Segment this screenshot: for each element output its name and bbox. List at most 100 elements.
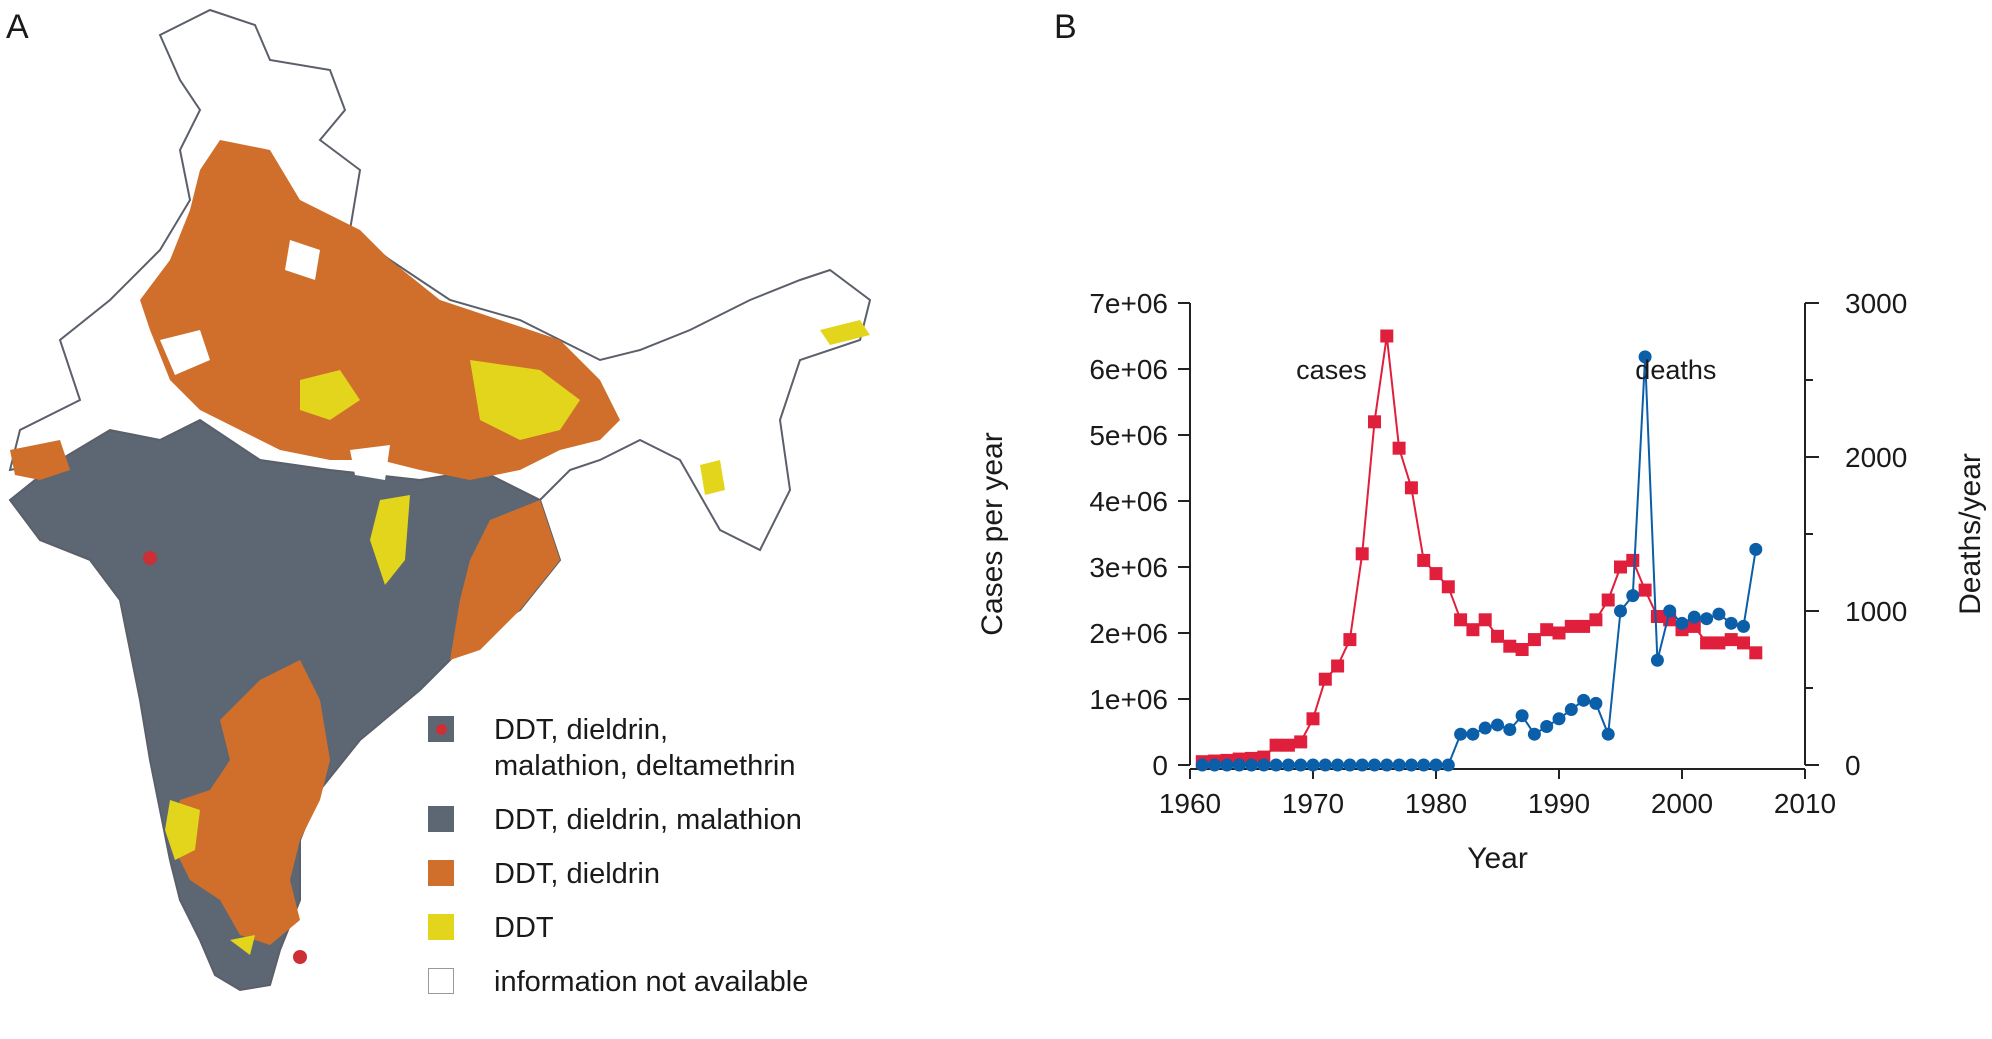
- deaths-point: [1441, 758, 1455, 772]
- y-tick-label-left: 6e+06: [1089, 354, 1168, 385]
- deaths-point: [1700, 612, 1714, 626]
- cases-point: [1429, 567, 1443, 581]
- deaths-point: [1257, 758, 1271, 772]
- legend-swatch: [428, 860, 454, 886]
- deaths-point: [1306, 758, 1320, 772]
- cases-point: [1306, 712, 1320, 726]
- cases-point: [1404, 481, 1418, 495]
- deaths-point: [1294, 758, 1308, 772]
- map-region-orange-west: [10, 440, 70, 480]
- map-marker-south: [293, 950, 307, 964]
- cases-point: [1712, 636, 1726, 650]
- cases-point: [1294, 735, 1308, 749]
- india-insecticide-map: DDT, dieldrin, malathion, deltamethrin D…: [0, 0, 900, 1034]
- legend-marker-dot: [436, 724, 447, 735]
- deaths-point: [1663, 604, 1677, 618]
- cases-point: [1564, 619, 1578, 633]
- legend-item: DDT: [428, 910, 808, 946]
- map-region-yellow-1: [470, 360, 580, 440]
- cases-point: [1540, 623, 1554, 637]
- map-region-yellow-5: [700, 460, 725, 495]
- legend-label: DDT: [494, 912, 554, 944]
- cases-point: [1269, 738, 1283, 752]
- legend-label: DDT, dieldrin, malathion, deltamethrin: [494, 714, 796, 782]
- cases-point: [1491, 629, 1504, 643]
- deaths-point: [1712, 607, 1726, 621]
- cases-point: [1650, 610, 1664, 623]
- cases-point: [1368, 415, 1381, 429]
- deaths-point: [1577, 693, 1591, 707]
- legend-item: information not available: [428, 964, 808, 1000]
- deaths-point: [1417, 758, 1431, 772]
- y-tick-label-left: 3e+06: [1089, 552, 1168, 583]
- deaths-point: [1540, 720, 1554, 733]
- legend-item: DDT, dieldrin: [428, 856, 808, 892]
- panel-a-label: A: [6, 8, 29, 46]
- cases-point: [1478, 613, 1492, 627]
- cases-point: [1724, 633, 1738, 647]
- cases-point: [1466, 623, 1480, 637]
- y-tick-label-left: 1e+06: [1089, 684, 1168, 715]
- x-tick-label: 1980: [1405, 788, 1467, 819]
- deaths-point: [1650, 653, 1664, 667]
- map-legend: DDT, dieldrin, malathion, deltamethrin D…: [428, 712, 808, 1018]
- map-region-white-2: [285, 240, 320, 280]
- deaths-point: [1454, 727, 1468, 741]
- legend-item: DDT, dieldrin, malathion, deltamethrin: [428, 712, 808, 784]
- map-region-white-1: [160, 330, 210, 375]
- deaths-line: [1202, 356, 1757, 766]
- map-region-orange-south: [170, 660, 330, 945]
- y-tick-label-right: 2000: [1845, 442, 1907, 473]
- deaths-point: [1404, 758, 1418, 772]
- cases-point: [1441, 580, 1455, 594]
- y-tick-label-left: 4e+06: [1089, 486, 1168, 517]
- map-region-white-3: [350, 445, 390, 480]
- deaths-point: [1687, 610, 1701, 624]
- y-tick-label-right: 3000: [1845, 288, 1907, 319]
- cases-point: [1454, 613, 1468, 627]
- x-tick-label: 1960: [1159, 788, 1221, 819]
- cases-point: [1318, 672, 1332, 686]
- map-region-yellow-6: [820, 320, 870, 345]
- y-tick-label-left: 0: [1152, 750, 1168, 781]
- cases-point: [1355, 547, 1369, 561]
- legend-label: DDT, dieldrin, malathion: [494, 804, 802, 836]
- deaths-point: [1343, 758, 1357, 772]
- deaths-point: [1552, 712, 1566, 726]
- deaths-point: [1737, 619, 1750, 633]
- x-tick-label: 1990: [1528, 788, 1590, 819]
- map-region-orange-east: [450, 500, 560, 660]
- y-axis-label-right: Deaths/year: [1954, 453, 1987, 615]
- deaths-point: [1491, 718, 1504, 732]
- chart-svg: 1960 1970 1980 1990 2000 2010 0 1e+06 2e+06 3e+06…: [976, 288, 1987, 875]
- cases-point: [1737, 636, 1750, 650]
- deaths-point: [1331, 758, 1345, 772]
- deaths-point: [1269, 758, 1283, 772]
- cases-point: [1392, 441, 1406, 455]
- deaths-point: [1478, 721, 1492, 735]
- cases-point: [1626, 553, 1640, 567]
- cases-point: [1687, 619, 1701, 633]
- legend-swatch: [428, 968, 454, 994]
- cases-line: [1202, 335, 1757, 763]
- cases-point: [1343, 633, 1357, 647]
- panel-b-label: B: [1054, 8, 1077, 46]
- deaths-point: [1368, 758, 1381, 772]
- malaria-cases-deaths-chart: 1960 1970 1980 1990 2000 2010 0 1e+06 2e+06 3e+06…: [950, 230, 1992, 930]
- deaths-point: [1429, 758, 1443, 772]
- legend-item: DDT, dieldrin, malathion: [428, 802, 808, 838]
- x-axis-label: Year: [1467, 842, 1528, 875]
- map-region-yellow-4: [165, 800, 200, 860]
- deaths-point: [1392, 758, 1406, 772]
- cases-point: [1749, 646, 1763, 660]
- deaths-point: [1503, 723, 1517, 737]
- x-tick-label: 1970: [1282, 788, 1344, 819]
- map-graphic: [8, 8, 872, 992]
- y-axis-label-left: Cases per year: [976, 432, 1009, 635]
- deaths-point: [1614, 604, 1627, 618]
- cases-point: [1552, 626, 1566, 640]
- deaths-point: [1601, 727, 1615, 741]
- cases-point: [1577, 619, 1591, 633]
- legend-label: information not available: [494, 966, 809, 998]
- deaths-point: [1515, 709, 1529, 723]
